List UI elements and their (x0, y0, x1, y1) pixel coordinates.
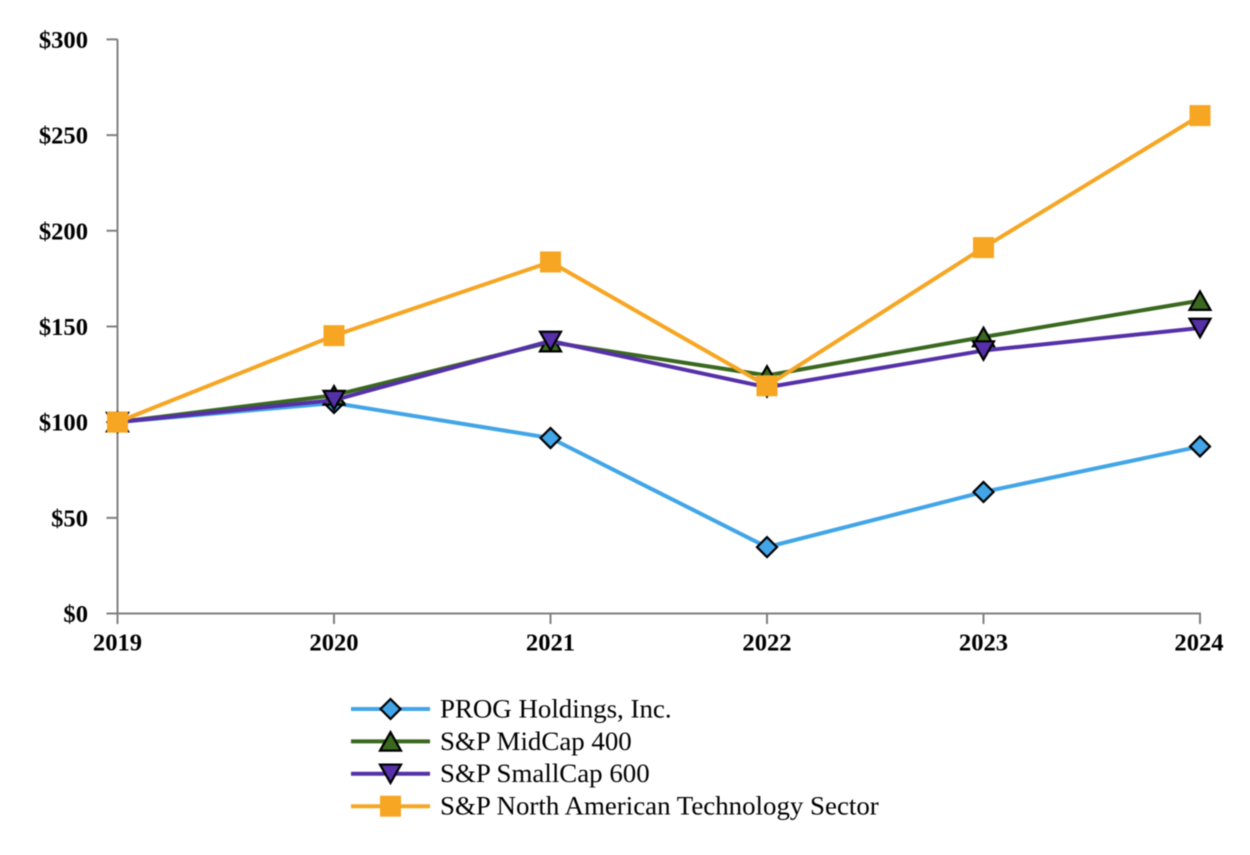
svg-text:2020: 2020 (309, 630, 358, 657)
svg-text:2021: 2021 (526, 630, 575, 657)
svg-text:$50: $50 (51, 505, 88, 532)
svg-text:$300: $300 (39, 27, 88, 54)
svg-text:PROG Holdings, Inc.: PROG Holdings, Inc. (440, 693, 672, 723)
svg-text:2023: 2023 (959, 630, 1008, 657)
svg-text:S&P MidCap 400: S&P MidCap 400 (440, 726, 632, 756)
svg-text:S&P North American Technology: S&P North American Technology Sector (440, 791, 879, 821)
svg-text:2022: 2022 (742, 630, 791, 657)
svg-text:$100: $100 (39, 410, 88, 437)
svg-text:S&P SmallCap 600: S&P SmallCap 600 (440, 758, 650, 788)
svg-text:2019: 2019 (93, 630, 142, 657)
svg-text:$250: $250 (39, 123, 88, 150)
svg-text:2024: 2024 (1174, 630, 1223, 657)
svg-text:$200: $200 (39, 218, 88, 245)
svg-text:$0: $0 (63, 601, 88, 628)
svg-text:$150: $150 (39, 314, 88, 341)
